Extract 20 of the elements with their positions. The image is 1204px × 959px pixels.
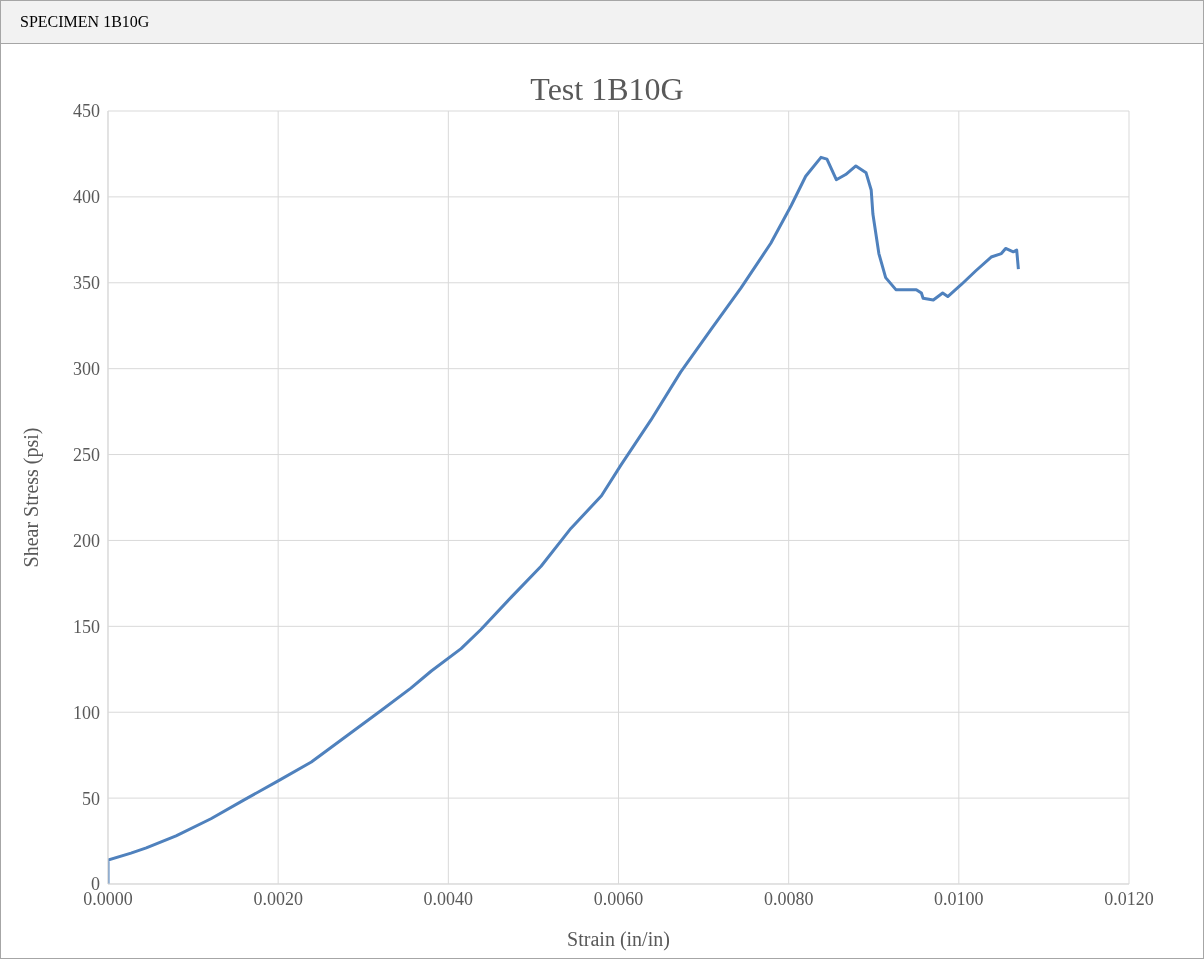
y-tick-label: 450 — [73, 101, 100, 122]
y-tick-label: 350 — [73, 273, 100, 294]
y-tick-label: 150 — [73, 616, 100, 637]
y-tick-label: 200 — [73, 530, 100, 551]
x-tick-label: 0.0020 — [253, 888, 303, 909]
x-tick-label: 0.0120 — [1104, 888, 1154, 909]
x-tick-label: 0.0040 — [423, 888, 474, 909]
y-tick-label: 50 — [82, 788, 100, 809]
x-tick-label: 0.0060 — [593, 888, 644, 909]
y-tick-label: 100 — [73, 702, 100, 723]
x-tick-label: 0.0100 — [934, 888, 984, 909]
y-tick-label: 250 — [73, 444, 100, 465]
y-tick-label: 400 — [73, 187, 100, 208]
y-axis-title: Shear Stress (psi) — [20, 427, 44, 568]
y-tick-label: 300 — [73, 359, 100, 380]
text: SPECIMEN 1B10G — [20, 13, 150, 31]
x-axis-title: Strain (in/in) — [567, 928, 670, 951]
x-tick-label: 0.0080 — [763, 888, 814, 909]
line-series — [108, 155, 1020, 884]
chart-title: Test 1B10G — [530, 71, 684, 107]
